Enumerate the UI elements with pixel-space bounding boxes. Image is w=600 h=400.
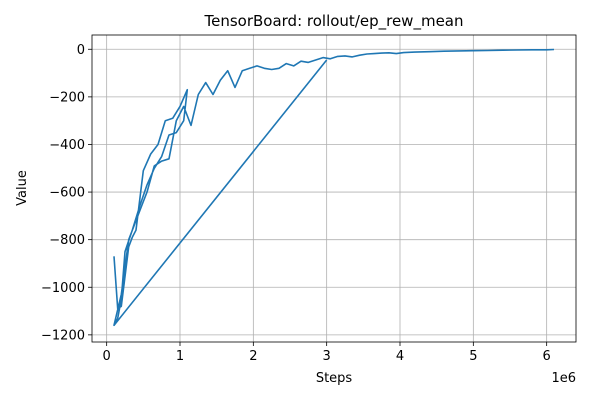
grid-lines bbox=[92, 35, 576, 342]
x-tick-label: 2 bbox=[249, 349, 257, 364]
y-tick-label: −1200 bbox=[41, 328, 85, 343]
plot-frame bbox=[91, 34, 577, 343]
series-line bbox=[113, 48, 555, 327]
x-tick-label: 6 bbox=[543, 349, 551, 364]
y-tick-label: −800 bbox=[49, 233, 85, 248]
x-axis-label: Steps bbox=[316, 371, 353, 386]
x-axis-ticks: 0 1 2 3 4 5 6 bbox=[103, 342, 551, 364]
y-tick-label: −600 bbox=[49, 186, 85, 201]
y-tick-label: −400 bbox=[49, 138, 85, 153]
x-tick-label: 1 bbox=[176, 349, 184, 364]
x-tick-label: 0 bbox=[103, 349, 111, 364]
x-tick-label: 5 bbox=[469, 349, 477, 364]
y-axis-ticks: −1200 −1000 −800 −600 −400 −200 0 bbox=[41, 43, 92, 343]
x-tick-label: 3 bbox=[323, 349, 331, 364]
y-tick-label: 0 bbox=[77, 43, 85, 58]
series-line-group bbox=[113, 48, 555, 327]
chart-title: TensorBoard: rollout/ep_rew_mean bbox=[203, 12, 463, 31]
y-tick-label: −200 bbox=[49, 90, 85, 105]
y-axis-label: Value bbox=[15, 170, 30, 206]
y-tick-label: −1000 bbox=[41, 281, 85, 296]
x-axis-offset-text: 1e6 bbox=[551, 371, 576, 386]
x-tick-label: 4 bbox=[396, 349, 404, 364]
series-line-segment bbox=[113, 59, 328, 326]
